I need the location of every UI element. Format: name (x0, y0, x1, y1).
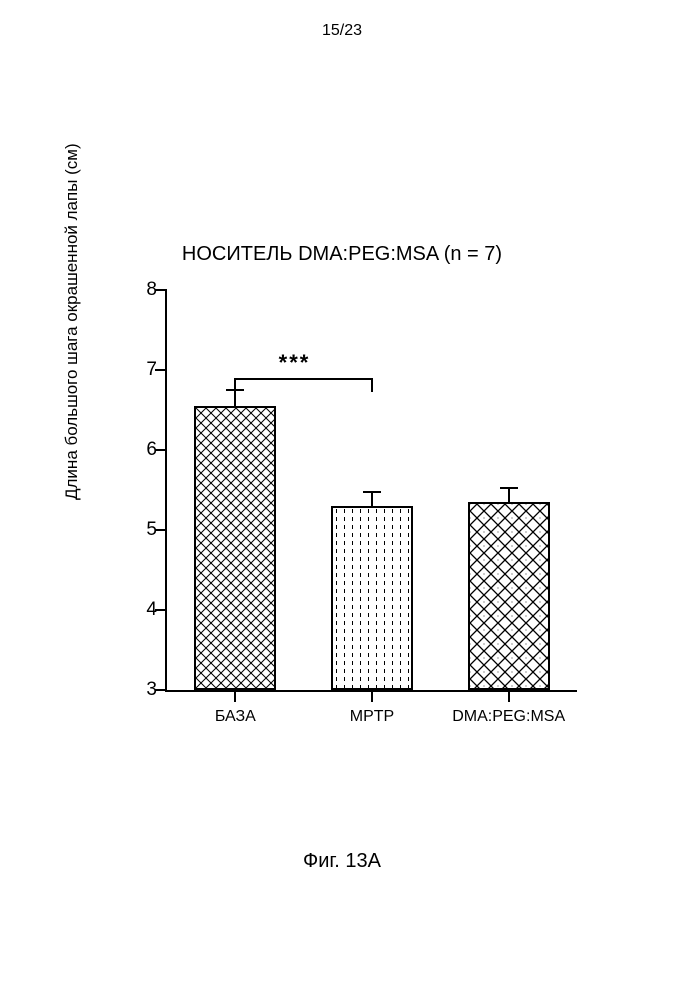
y-tick-label: 3 (117, 679, 157, 701)
page: 15/23 НОСИТЕЛЬ DMA:PEG:MSA (n = 7) Длина… (0, 0, 684, 999)
bar (331, 506, 413, 690)
bar-chart: 3 4 5 6 7 8 БАЗАMPTPDMA:PEG:MSA *** (115, 280, 595, 750)
x-tick-label: MPTP (304, 708, 441, 726)
y-axis-label: Длина большого шага окрашенной лапы (см) (62, 143, 82, 500)
significance-bracket (371, 378, 373, 392)
figure-caption: Фиг. 13А (0, 850, 684, 873)
error-bar-cap (363, 491, 381, 493)
y-tick-label: 6 (117, 439, 157, 461)
x-tick (371, 690, 373, 702)
significance-bracket (235, 378, 372, 380)
error-bar (371, 492, 373, 506)
chart-title: НОСИТЕЛЬ DMA:PEG:MSA (n = 7) (0, 243, 684, 266)
x-tick (508, 690, 510, 702)
x-tick-label: БАЗА (167, 708, 304, 726)
x-tick (234, 690, 236, 702)
x-tick-label: DMA:PEG:MSA (440, 708, 577, 726)
error-bar (234, 390, 236, 406)
y-tick-label: 5 (117, 519, 157, 541)
bar (194, 406, 276, 690)
y-tick-label: 7 (117, 359, 157, 381)
y-tick-label: 8 (117, 279, 157, 301)
plot-area: 345678БАЗАMPTPDMA:PEG:MSA*** (165, 290, 577, 692)
significance-bracket (234, 378, 236, 392)
error-bar-cap (500, 487, 518, 489)
significance-label: *** (279, 350, 311, 376)
y-tick-label: 4 (117, 599, 157, 621)
error-bar (508, 488, 510, 502)
page-number: 15/23 (0, 22, 684, 40)
bar (468, 502, 550, 690)
